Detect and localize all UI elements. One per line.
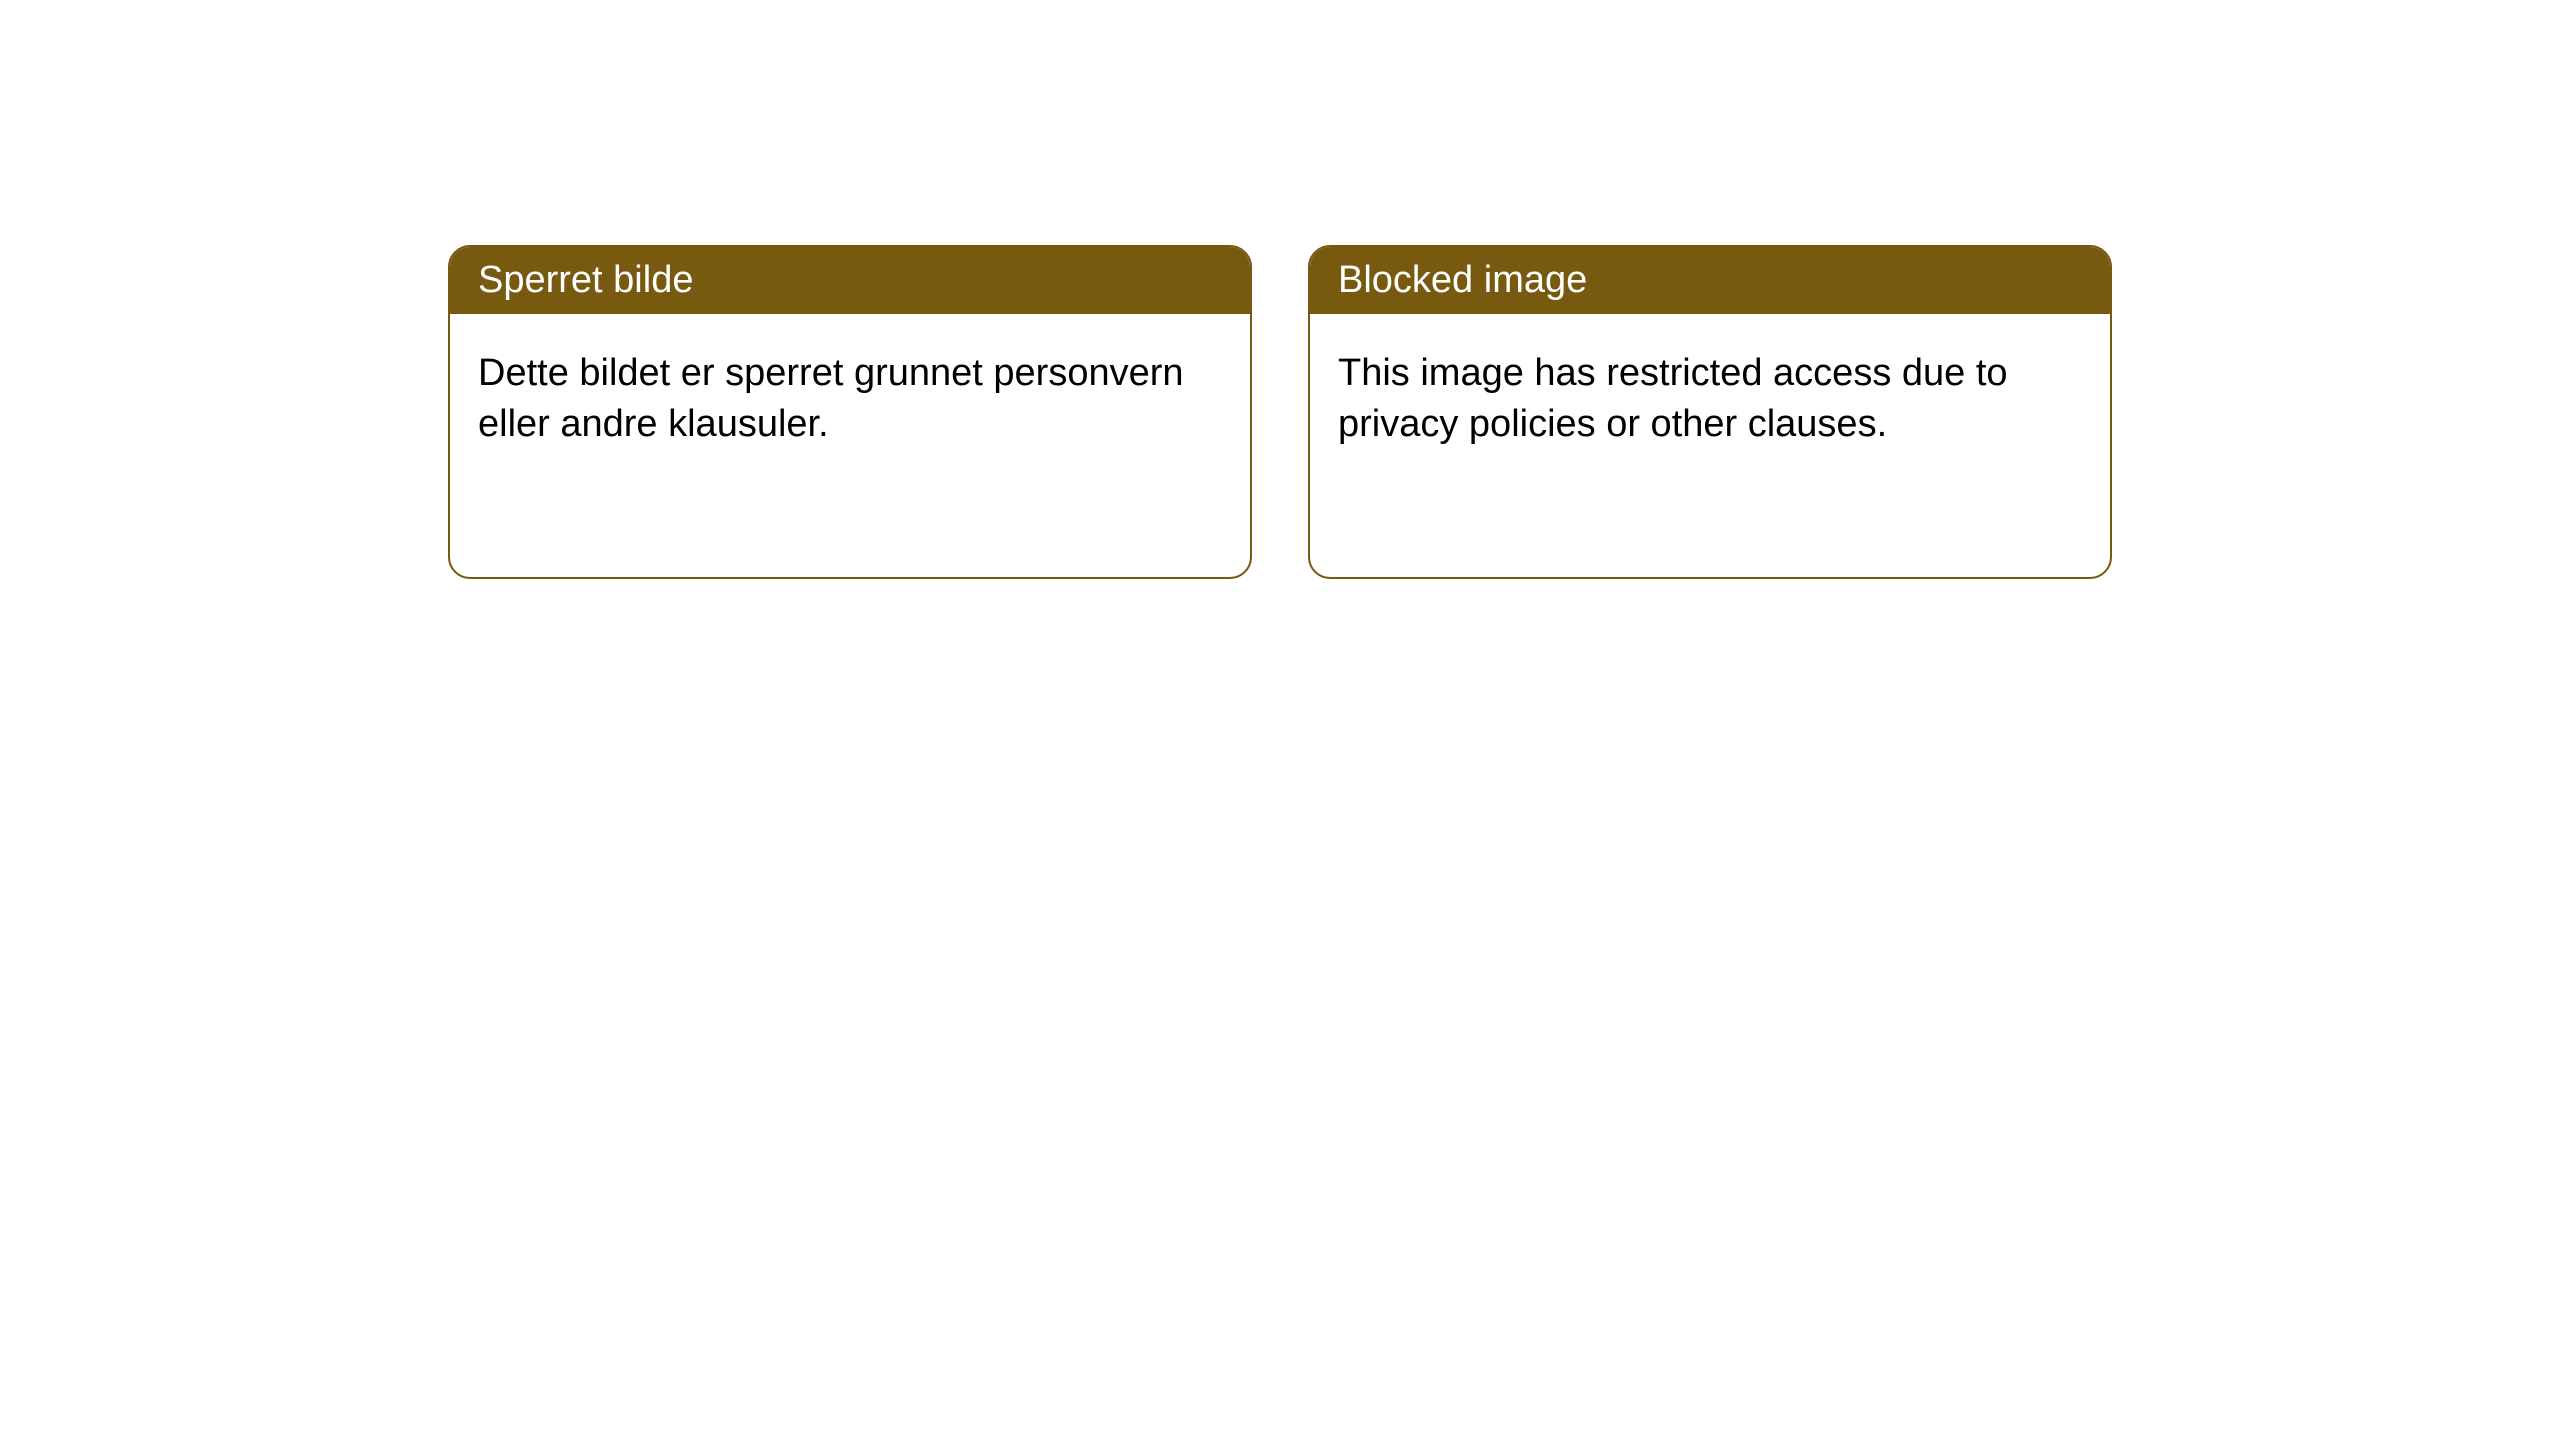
notice-card-header: Blocked image — [1310, 247, 2110, 314]
notice-card-body: This image has restricted access due to … — [1310, 314, 2110, 485]
notice-card-header: Sperret bilde — [450, 247, 1250, 314]
notice-container: Sperret bilde Dette bildet er sperret gr… — [0, 0, 2560, 579]
notice-card-norwegian: Sperret bilde Dette bildet er sperret gr… — [448, 245, 1252, 579]
notice-body-text: This image has restricted access due to … — [1338, 352, 2008, 445]
notice-title: Sperret bilde — [478, 259, 693, 301]
notice-title: Blocked image — [1338, 259, 1587, 301]
notice-card-english: Blocked image This image has restricted … — [1308, 245, 2112, 579]
notice-body-text: Dette bildet er sperret grunnet personve… — [478, 352, 1184, 445]
notice-card-body: Dette bildet er sperret grunnet personve… — [450, 314, 1250, 485]
